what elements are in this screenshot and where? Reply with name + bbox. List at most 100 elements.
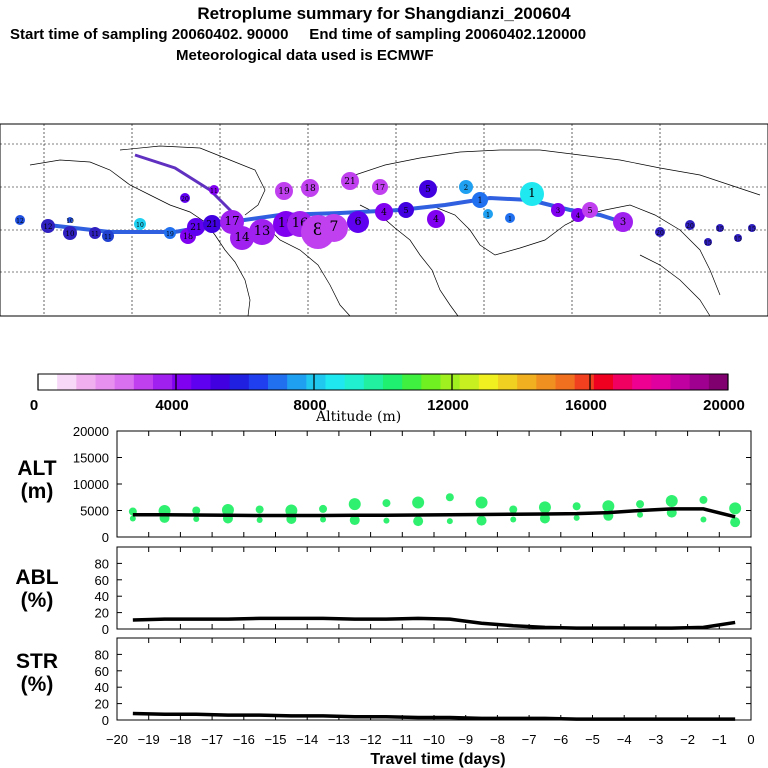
plume-marker-label: 3: [556, 207, 560, 215]
plume-marker: [301, 179, 319, 197]
colorbar-swatch: [229, 374, 250, 390]
y-tick-label: 0: [102, 622, 109, 637]
altitude-point: [539, 513, 550, 524]
plume-marker: [187, 218, 205, 236]
plume-marker-label: 11: [104, 234, 112, 241]
plume-marker: [164, 227, 176, 239]
plume-marker: [419, 180, 437, 198]
plume-marker: [685, 220, 695, 230]
x-tick-label: −18: [169, 732, 191, 747]
x-tick-label: −12: [360, 732, 382, 747]
colorbar-swatch: [651, 374, 671, 390]
plume-marker: [275, 182, 293, 200]
y-tick-label: 20: [95, 606, 109, 621]
altitude-point: [129, 515, 136, 522]
colorbar-swatch: [57, 374, 77, 390]
y-tick-label: 60: [95, 664, 109, 679]
colorbar-caption: Altitude (m): [316, 409, 402, 425]
plume-marker-label: 15: [748, 226, 756, 233]
plume-marker-label: 5: [403, 206, 408, 215]
plume-marker: [341, 172, 359, 190]
colorbar-swatch: [248, 374, 269, 390]
plume-marker: [505, 213, 515, 223]
trajectory-line-north: [134, 153, 234, 214]
plume-marker-label: 19: [166, 231, 174, 238]
plume-marker-label: 20: [656, 230, 664, 237]
altitude-point: [730, 517, 741, 528]
plume-marker: [375, 203, 393, 221]
y-tick-label: 20: [95, 697, 109, 712]
colorbar-swatch: [632, 374, 652, 390]
y-tick-label: 40: [95, 589, 109, 604]
x-tick-label: −5: [585, 732, 600, 747]
altitude-point: [476, 515, 487, 526]
altitude-point: [349, 515, 360, 526]
plume-marker: [15, 215, 25, 225]
alt-panel-label: ALT (m): [17, 457, 57, 503]
altitude-point: [637, 511, 644, 518]
colorbar-swatch: [517, 374, 537, 390]
x-tick-label: −11: [392, 732, 413, 747]
colorbar-swatch: [536, 374, 556, 390]
altitude-point: [509, 505, 518, 514]
altitude-point: [636, 500, 645, 509]
colorbar-swatch: [38, 374, 58, 390]
plume-marker-label: 20: [686, 223, 694, 230]
plume-marker-label: 10: [136, 222, 144, 229]
plume-marker: [613, 212, 633, 232]
altitude-point: [510, 516, 517, 523]
plume-marker-label: 5: [425, 185, 431, 195]
plume-marker-label: 17: [224, 214, 239, 228]
x-tick-label: −13: [328, 732, 350, 747]
x-tick-label: −7: [522, 732, 537, 747]
plume-marker: [89, 227, 101, 239]
plume-marker-label: 11: [91, 231, 99, 238]
x-tick-label: −14: [296, 732, 318, 747]
colorbar-swatch: [268, 374, 288, 390]
colorbar-tick-label: 16000: [565, 397, 607, 414]
y-tick-label: 5000: [80, 504, 109, 519]
colorbar-tick-label: 4000: [155, 397, 188, 414]
altitude-point: [256, 517, 263, 524]
altitude-point: [729, 502, 742, 515]
plume-marker-label: 12: [16, 218, 24, 225]
colorbar-swatch: [114, 374, 135, 390]
series-line: [132, 507, 736, 519]
altitude-point: [412, 496, 425, 509]
plume-marker-label: 15: [734, 236, 742, 243]
colorbar-swatch: [440, 374, 461, 390]
plume-marker-label: 21: [344, 177, 355, 187]
plume-marker-label: 12: [44, 223, 53, 231]
altitude-colorbar: 0 4000 8000 12000 16000 20000: [30, 373, 745, 414]
colorbar-swatch: [287, 374, 307, 390]
x-tick-label: −8: [490, 732, 505, 747]
plume-marker: [209, 185, 219, 195]
y-tick-label: 0: [102, 530, 109, 545]
plume-marker: [427, 210, 445, 228]
plume-marker-label: 5: [587, 206, 592, 215]
colorbar-swatch: [689, 374, 710, 390]
x-tick-label: −15: [264, 732, 286, 747]
plume-marker-label: 4: [576, 212, 581, 220]
colorbar-swatch: [593, 374, 614, 390]
x-axis-label: Travel time (days): [370, 751, 505, 768]
altitude-point: [602, 500, 615, 513]
chart-title: Retroplume summary for Shangdianzi_20060…: [197, 4, 571, 23]
plume-marker-label: 17: [375, 183, 385, 192]
colorbar-swatch: [95, 374, 116, 390]
altitude-point: [445, 493, 454, 502]
altitude-point: [320, 516, 327, 523]
colorbar-tick-label: 20000: [703, 397, 745, 414]
colorbar-swatch: [670, 374, 691, 390]
colorbar-swatch: [421, 374, 441, 390]
str-panel-label: STR (%): [16, 650, 58, 696]
plume-marker: [716, 224, 724, 232]
x-tick-label: −6: [553, 732, 568, 747]
altitude-point: [700, 516, 707, 523]
plume-marker-label: 4: [381, 208, 387, 218]
plume-marker-label: 15: [704, 240, 712, 247]
x-tick-label: −10: [423, 732, 445, 747]
plume-marker-label: 18: [304, 184, 316, 194]
plume-marker-label: 3: [620, 217, 626, 228]
panel-frame: [116, 637, 752, 721]
